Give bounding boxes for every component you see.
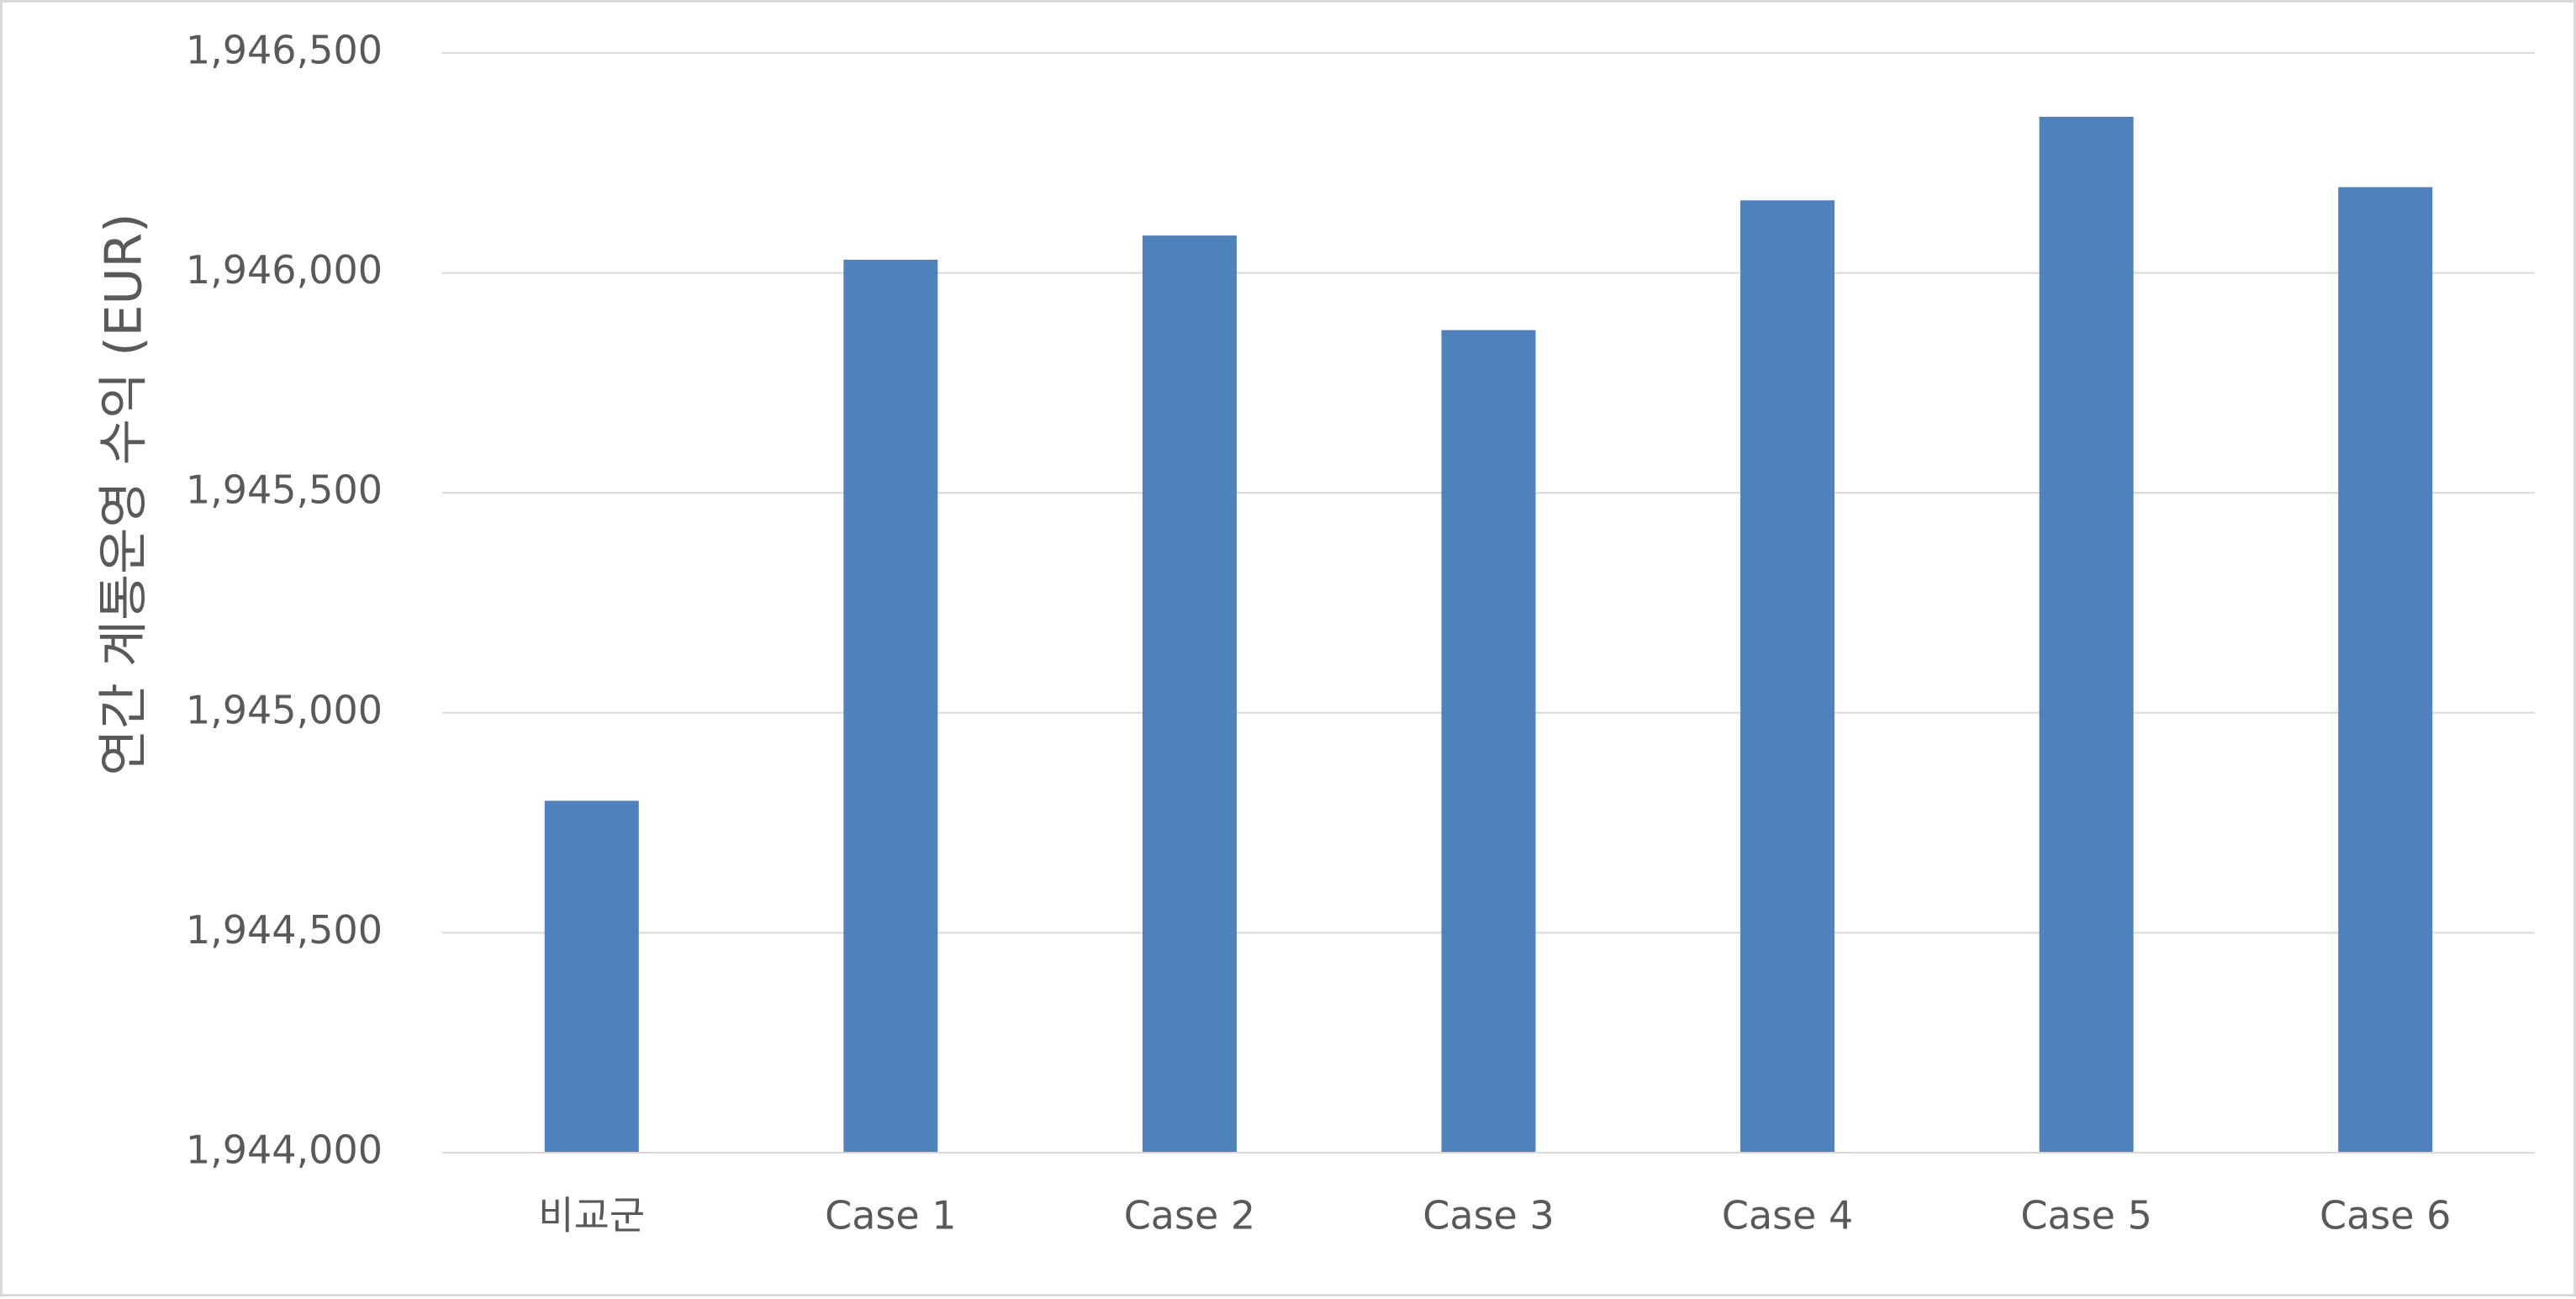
x-tick-label: Case 3 [1423,1193,1554,1238]
x-tick-label: Case 6 [2320,1193,2451,1238]
y-tick-label: 1,945,000 [186,687,383,732]
y-tick-label: 1,946,000 [186,247,383,293]
x-axis-ticks: 비교군 Case 1 Case 2 Case 3 Case 4 Case 5 Case 6 [538,1193,2451,1238]
x-tick-label: Case 4 [1722,1193,1853,1238]
bar-1 [843,259,938,1153]
bar-4 [1740,200,1835,1154]
bar-5 [2039,116,2134,1153]
bar-3 [1441,330,1536,1154]
y-axis-ticks: 1,944,000 1,944,500 1,945,000 1,945,500 1,94… [186,28,383,1173]
bar-0 [544,800,639,1153]
x-tick-label: 비교군 [538,1193,645,1238]
y-axis-label: 연간 계통운영 수익 (EUR) [95,213,154,775]
y-tick-label: 1,945,500 [186,467,383,513]
y-tick-label: 1,944,000 [186,1127,383,1173]
bars [544,116,2433,1154]
y-tick-label: 1,946,500 [186,28,383,73]
y-tick-label: 1,944,500 [186,907,383,953]
bar-2 [1142,235,1237,1154]
bar-6 [2338,187,2433,1153]
bar-chart: 1,944,000 1,944,500 1,945,000 1,945,500 1,94… [95,28,2535,1238]
x-tick-label: Case 5 [2020,1193,2151,1238]
x-tick-label: Case 2 [1124,1193,1255,1238]
x-tick-label: Case 1 [825,1193,956,1238]
